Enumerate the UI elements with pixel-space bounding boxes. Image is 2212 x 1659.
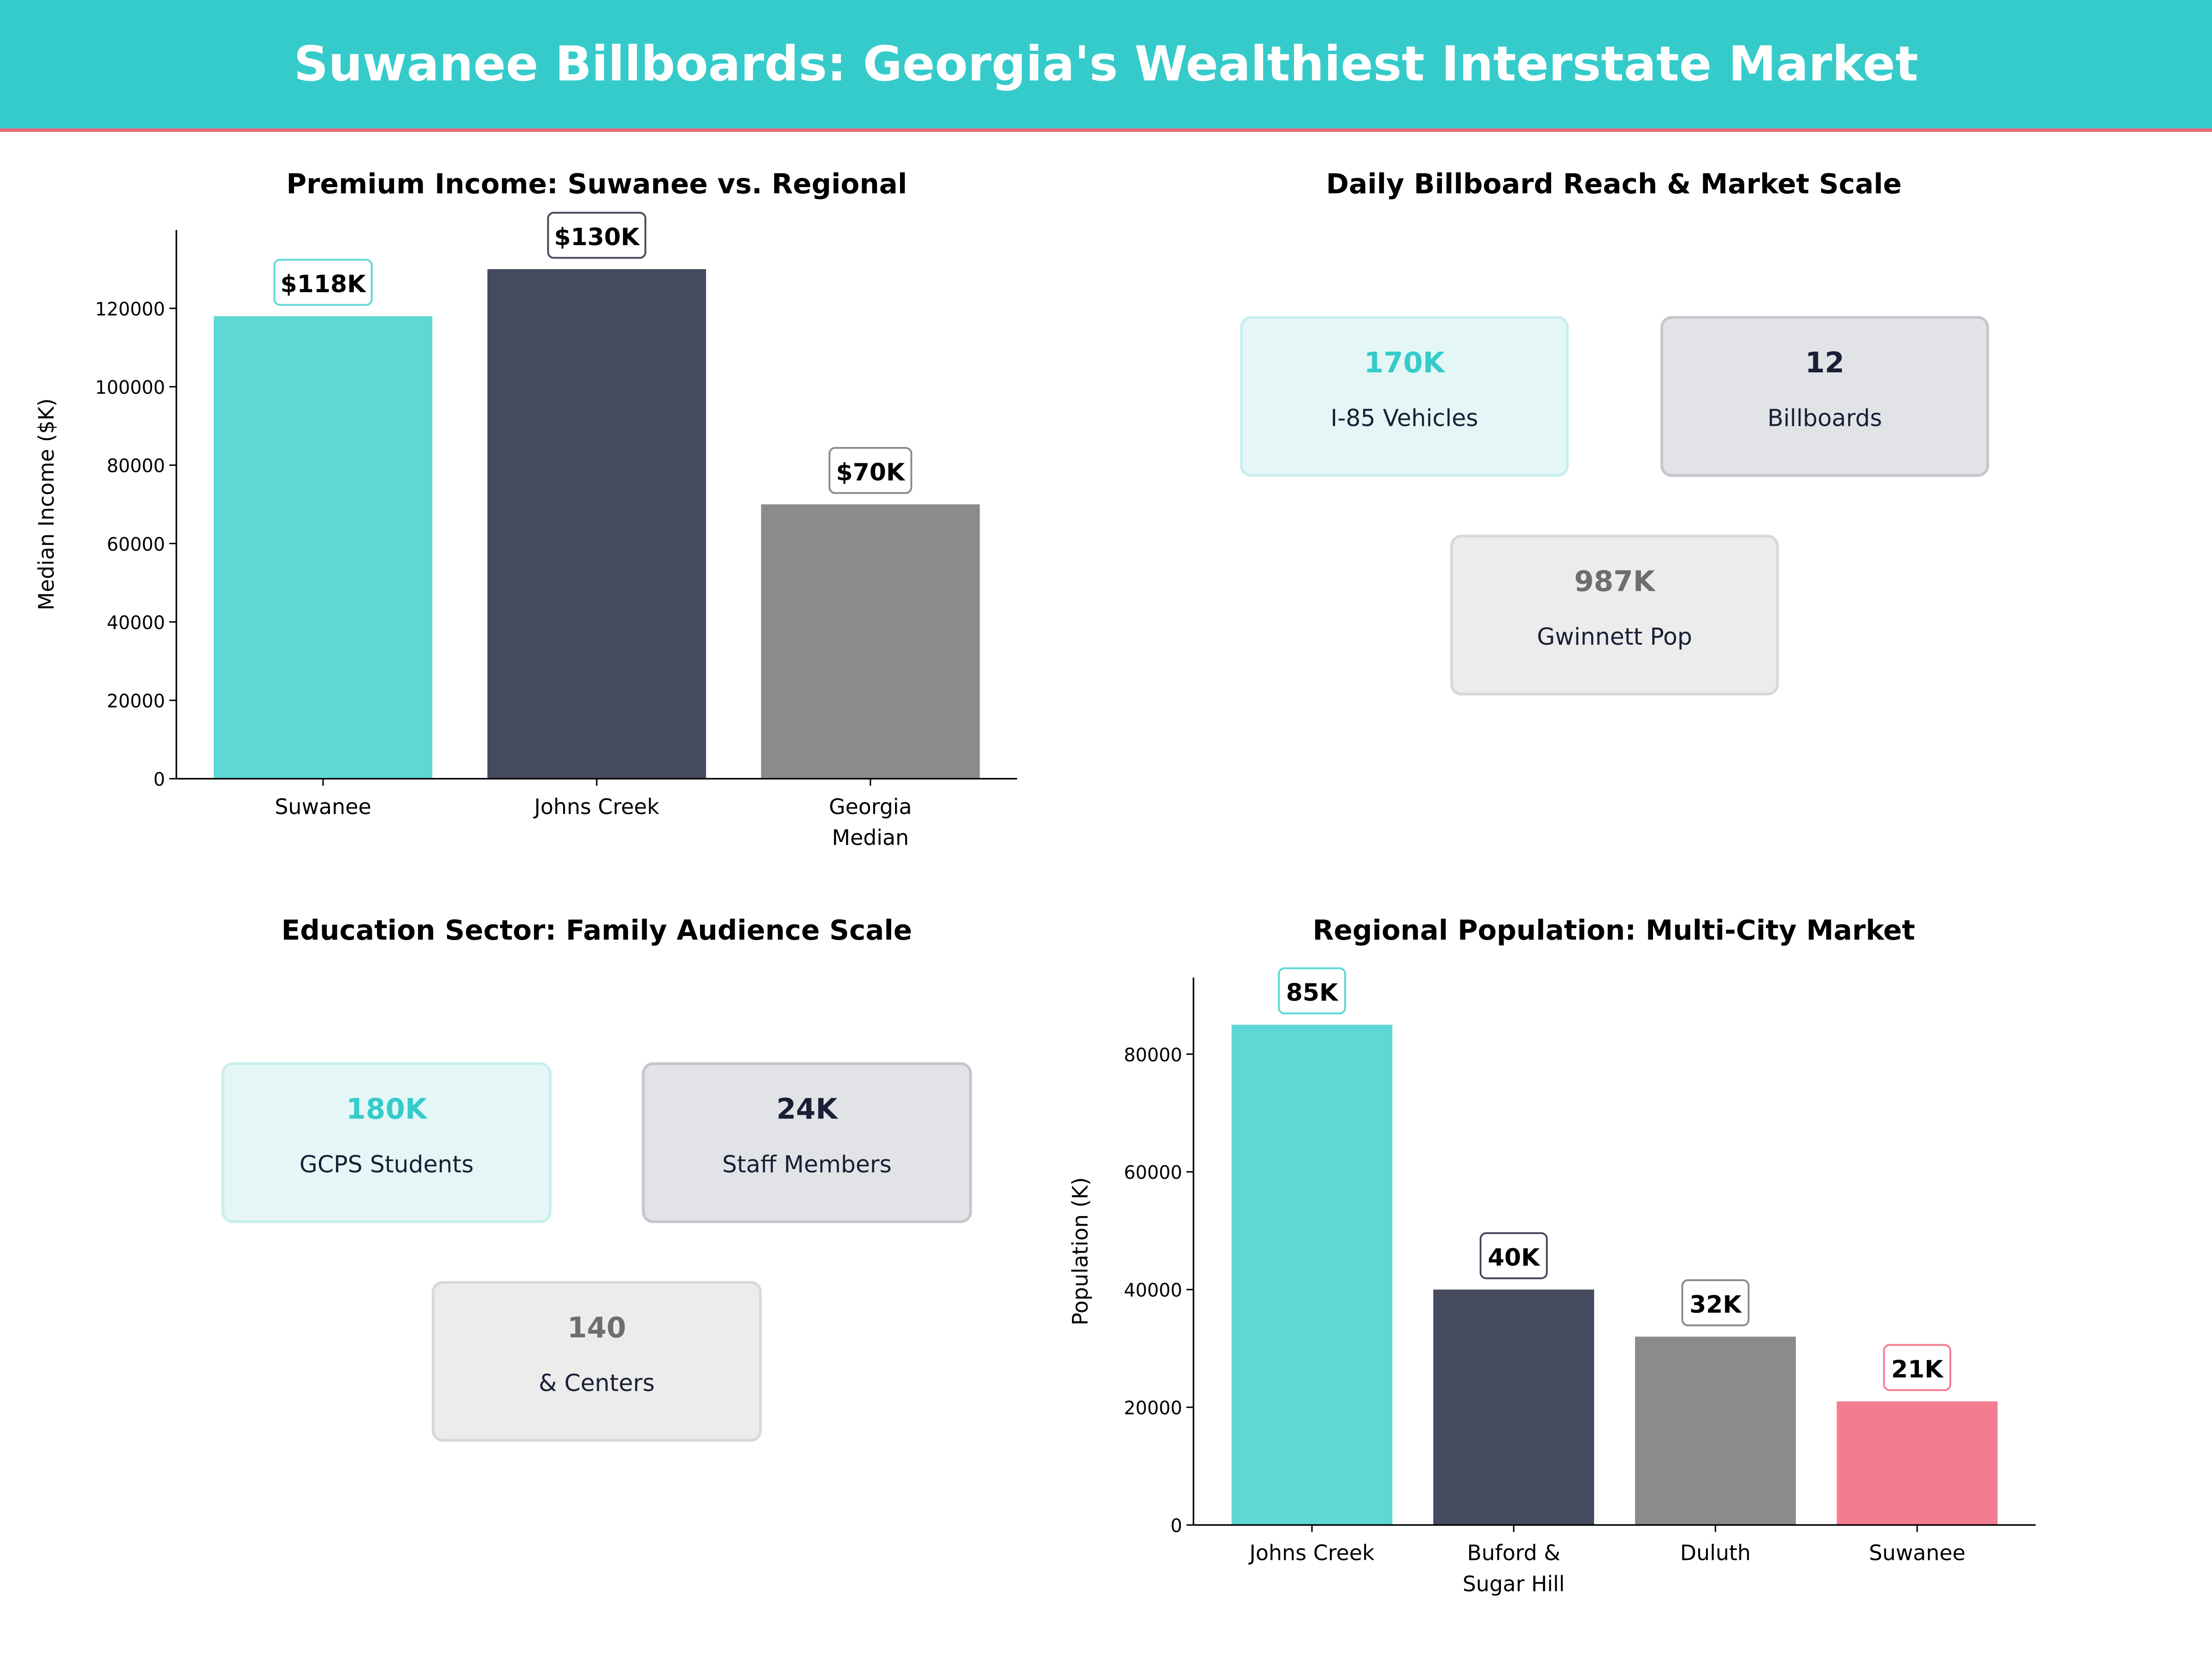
income-chart-title: Premium Income: Suwanee vs. Regional — [286, 168, 907, 200]
data-label: $70K — [836, 459, 906, 486]
y-axis-label: Median Income ($K) — [34, 398, 59, 610]
y-tick-label: 80000 — [1124, 1045, 1182, 1066]
y-tick-label: 120000 — [95, 299, 165, 320]
x-tick-label: Sugar Hill — [1463, 1571, 1565, 1596]
population-chart: 85K Johns Creek 40K Buford & Sugar Hill 32K Du… — [1068, 967, 2036, 1596]
education-card-staff: 24K Staff Members — [641, 1062, 972, 1224]
data-label: $118K — [280, 271, 366, 298]
card-value: 170K — [1364, 347, 1446, 379]
x-tick-label: Suwanee — [275, 794, 371, 819]
card-label: Staff Members — [722, 1151, 892, 1178]
header-bar — [0, 0, 2212, 129]
data-label-box — [273, 259, 373, 306]
population-chart-title: Regional Population: Multi-City Market — [1312, 915, 1915, 947]
education-card-students: 180K GCPS Students — [221, 1062, 552, 1224]
bar — [1836, 1401, 1998, 1525]
y-tick-label: 0 — [1171, 1515, 1182, 1536]
bar — [213, 316, 433, 779]
y-tick-label: 40000 — [1124, 1280, 1182, 1301]
y-tick-label: 60000 — [1124, 1162, 1182, 1183]
data-label: $130K — [554, 224, 640, 251]
card-value: 140 — [567, 1312, 626, 1344]
data-label-box — [1278, 967, 1346, 1015]
data-label-box — [1883, 1344, 1952, 1391]
bar — [1635, 1336, 1796, 1525]
x-tick-label: Buford & — [1467, 1541, 1560, 1565]
y-tick-label: 100000 — [95, 377, 165, 399]
y-tick-label: 40000 — [107, 612, 165, 634]
card-value: 12 — [1805, 347, 1844, 379]
card-label: GCPS Students — [300, 1151, 474, 1178]
card-value: 987K — [1574, 565, 1656, 598]
header-accent-line — [0, 128, 2212, 132]
data-label: 85K — [1286, 979, 1339, 1007]
y-tick-label: 80000 — [107, 456, 165, 477]
education-title: Education Sector: Family Audience Scale — [281, 915, 912, 947]
card-value: 24K — [777, 1093, 839, 1126]
bar — [1231, 1024, 1393, 1525]
income-chart: $118K Suwanee $130K Johns Creek $70K Georgia M… — [34, 212, 1018, 850]
reach-card-billboards: 12 Billboards — [1660, 316, 1989, 477]
data-label: 21K — [1891, 1356, 1944, 1383]
reach-card-vehicles: 170K I-85 Vehicles — [1240, 316, 1569, 477]
data-label: 32K — [1689, 1291, 1742, 1318]
y-tick-label: 20000 — [1124, 1398, 1182, 1419]
x-tick-label: Duluth — [1680, 1541, 1751, 1565]
card-value: 180K — [346, 1093, 428, 1126]
data-label-box — [829, 447, 912, 494]
x-tick-label: Johns Creek — [1248, 1541, 1375, 1565]
card-label: Billboards — [1767, 404, 1882, 431]
x-tick-label: Georgia — [829, 794, 912, 819]
card-label: I-85 Vehicles — [1330, 404, 1478, 431]
card-label: Gwinnett Pop — [1537, 623, 1692, 650]
data-label: 40K — [1488, 1244, 1540, 1271]
reach-card-population: 987K Gwinnett Pop — [1450, 535, 1779, 696]
y-axis-label: Population (K) — [1068, 1177, 1093, 1325]
reach-title: Daily Billboard Reach & Market Scale — [1326, 168, 1902, 200]
data-label-box — [1681, 1279, 1750, 1326]
x-tick-label: Median — [832, 825, 909, 850]
bar — [487, 269, 706, 779]
x-tick-label: Suwanee — [1869, 1541, 1965, 1565]
data-label-box — [1479, 1232, 1548, 1279]
x-tick-label: Johns Creek — [533, 794, 659, 819]
education-card-centers: 140 & Centers — [431, 1281, 762, 1442]
card-label: & Centers — [539, 1369, 655, 1396]
page-title: Suwanee Billboards: Georgia's Wealthiest… — [294, 35, 1918, 92]
bar — [761, 504, 980, 779]
y-tick-label: 20000 — [107, 691, 165, 712]
y-tick-label: 0 — [153, 769, 165, 790]
data-label-box — [547, 212, 647, 259]
bar — [1433, 1289, 1594, 1525]
y-tick-label: 60000 — [107, 534, 165, 555]
